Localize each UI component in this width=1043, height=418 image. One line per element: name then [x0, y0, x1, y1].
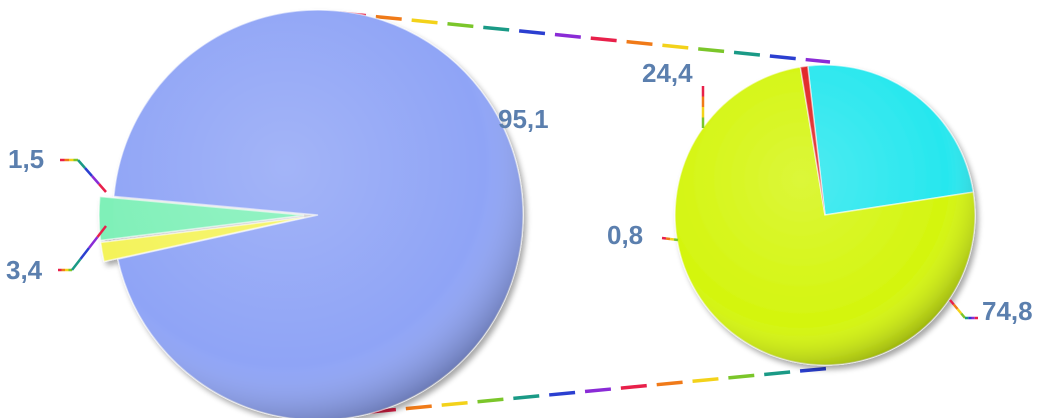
pie2-slice-0	[806, 64, 975, 216]
data-label-pie1-2: 3,4	[6, 255, 43, 285]
data-label-pie1-1: 1,5	[8, 144, 44, 174]
leader-1-5	[60, 158, 107, 193]
leader-0-8	[661, 236, 679, 242]
leader-74-8	[949, 299, 978, 320]
leader-lines	[58, 86, 978, 320]
data-labels: 95,1 1,5 3,4 24,4 74,8 0,8	[6, 58, 1033, 326]
data-label-pie1-0: 95,1	[498, 104, 549, 134]
leader-3-4	[58, 225, 107, 272]
data-label-pie2-1: 74,8	[982, 296, 1033, 326]
data-label-pie2-0: 24,4	[642, 58, 693, 88]
pie-main	[98, 9, 524, 418]
pie-secondary	[674, 64, 976, 366]
data-label-pie2-2: 0,8	[607, 220, 643, 250]
